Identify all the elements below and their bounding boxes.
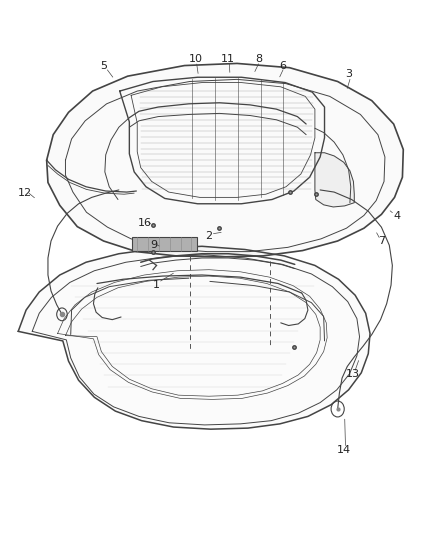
Text: 4: 4 [392,211,399,221]
Text: 16: 16 [138,218,152,228]
Text: 8: 8 [255,54,262,64]
Text: 5: 5 [100,61,107,70]
Polygon shape [46,63,403,257]
Polygon shape [314,153,353,207]
Text: 12: 12 [18,188,32,198]
Text: 3: 3 [344,69,351,79]
Text: 6: 6 [279,61,286,70]
Text: 2: 2 [205,231,212,241]
Text: 9: 9 [150,240,157,250]
Text: 11: 11 [221,54,235,64]
Text: 7: 7 [377,236,384,246]
Polygon shape [18,246,369,429]
Text: 14: 14 [336,445,350,455]
Text: 13: 13 [345,369,359,379]
Text: 10: 10 [188,54,202,64]
Text: 1: 1 [152,280,159,290]
Bar [132,237,196,251]
